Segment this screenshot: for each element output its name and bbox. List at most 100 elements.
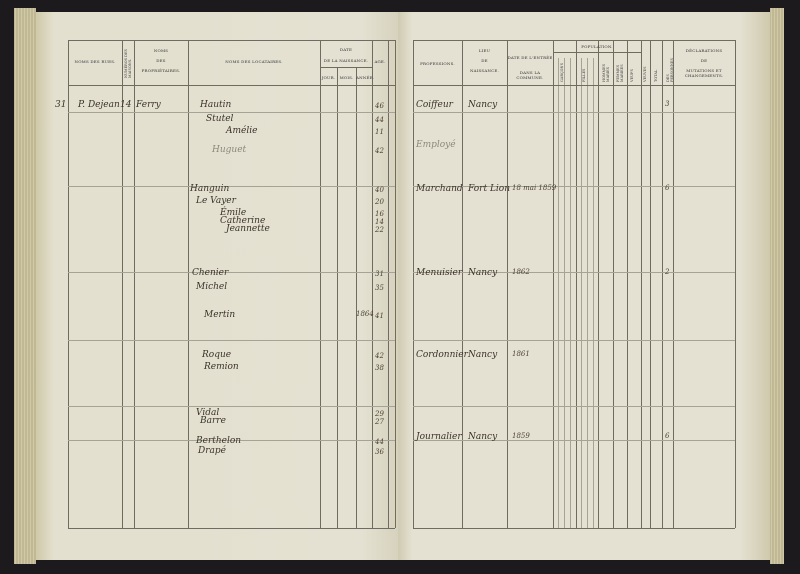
column-rule xyxy=(673,40,674,528)
street-name: P. Dejean xyxy=(78,100,120,110)
column-rule xyxy=(134,40,135,528)
header-professions: Professions. xyxy=(420,61,455,66)
header-year: Année. xyxy=(356,75,375,80)
column-rule xyxy=(613,40,614,528)
header-declarations: Déclarations de mutations et changements… xyxy=(673,48,735,78)
row-rule xyxy=(413,112,735,113)
margin-number: 31 xyxy=(55,100,67,110)
age: 27 xyxy=(375,418,384,426)
header-owners-line2: des xyxy=(156,58,166,63)
header-bottom-rule xyxy=(68,85,395,86)
book-edge-right xyxy=(770,8,784,564)
header-top-rule xyxy=(413,40,735,41)
birthplace: Nancy xyxy=(468,100,498,110)
header-owners-line1: Noms xyxy=(153,48,169,53)
house-number: 14 xyxy=(120,100,132,110)
header-entry-date: Date de l'entrée dans la commune. xyxy=(507,55,553,80)
profession: Coiffeur xyxy=(416,100,453,110)
person-count: 2 xyxy=(665,268,670,276)
column-rule xyxy=(68,40,69,528)
header-declarations-line3: mutations et changements. xyxy=(684,68,724,78)
header-married-men: Hommes mariés xyxy=(602,63,610,82)
page-bottom-rule xyxy=(413,528,735,529)
person-count: 3 xyxy=(665,100,670,108)
age: 44 xyxy=(375,116,384,124)
header-birth-date-sub: de la naissance. xyxy=(323,58,369,63)
row-rule xyxy=(413,340,735,341)
profession: Journalier xyxy=(416,432,462,442)
tenant-name: Mertin xyxy=(204,310,236,320)
column-rule xyxy=(122,40,123,528)
tenant-name: Drapé xyxy=(198,446,226,456)
header-population: Population. xyxy=(581,44,613,49)
header-owners: Noms des propriétaires. xyxy=(134,48,188,73)
column-rule xyxy=(188,40,189,528)
entry-date: 1861 xyxy=(512,350,530,358)
header-top-rule xyxy=(68,40,395,41)
tenant-name: Émile xyxy=(220,208,247,218)
tenant-name: Chenier xyxy=(192,268,229,278)
birthplace: Nancy xyxy=(468,268,498,278)
age: 36 xyxy=(375,448,384,456)
column-rule xyxy=(662,40,663,528)
tenant-name: Berthelon xyxy=(196,436,242,446)
tenant-name: Jeannette xyxy=(226,224,270,234)
column-rule xyxy=(564,58,565,528)
header-total: Total xyxy=(654,69,658,82)
tenant-name: Amélie xyxy=(226,126,258,136)
header-girls: Filles xyxy=(582,68,586,82)
column-rule xyxy=(598,40,599,528)
age: 44 xyxy=(375,438,384,446)
profession: Employé xyxy=(416,140,456,150)
tenant-name: Vidal xyxy=(196,408,220,418)
header-sub-rule xyxy=(553,52,641,53)
age: 35 xyxy=(375,284,384,292)
column-rule xyxy=(413,40,414,528)
age: 16 xyxy=(375,210,384,218)
header-entry-date-line2: dans la commune. xyxy=(516,70,544,80)
column-rule xyxy=(337,67,338,528)
age: 22 xyxy=(375,226,384,234)
age: 14 xyxy=(375,218,384,226)
age: 42 xyxy=(375,352,384,360)
column-rule xyxy=(388,40,389,528)
column-rule xyxy=(641,40,642,528)
header-birth-date: Date xyxy=(339,47,353,52)
header-boys: Garçons xyxy=(560,63,564,82)
tenant-name: Stutel xyxy=(206,114,234,124)
person-count: 6 xyxy=(665,432,670,440)
age: 40 xyxy=(375,186,384,194)
profession: Marchand xyxy=(416,184,463,194)
row-rule xyxy=(413,186,735,187)
tenant-name: Le Vayer xyxy=(196,196,236,206)
header-declarations-line1: Déclarations xyxy=(685,48,723,53)
tenant-name: Huguet xyxy=(212,145,247,155)
tenant-name: Hanguin xyxy=(190,184,230,194)
birthplace: Fort Lion xyxy=(468,184,511,194)
column-rule xyxy=(507,40,508,528)
header-birthplace-line3: naissance. xyxy=(469,68,500,73)
row-rule xyxy=(68,406,395,407)
column-rule xyxy=(395,40,396,528)
book-edge-left xyxy=(14,8,36,564)
age: 31 xyxy=(375,270,384,278)
header-streets: Noms des rues. xyxy=(74,59,116,64)
tenant-name: Catherine xyxy=(220,216,266,226)
column-rule xyxy=(627,40,628,528)
header-owners-line3: propriétaires. xyxy=(141,68,181,73)
birthplace: Nancy xyxy=(468,432,498,442)
header-tenants: Noms des locataires. xyxy=(225,59,283,64)
column-rule xyxy=(587,58,588,528)
column-rule xyxy=(320,40,321,528)
profession: Menuisier xyxy=(416,268,463,278)
entry-date: 1862 xyxy=(512,268,530,276)
profession: Cordonnier xyxy=(416,350,468,360)
row-rule xyxy=(413,406,735,407)
row-rule xyxy=(68,112,395,113)
header-birthplace: Lieu de naissance. xyxy=(462,48,507,73)
header-sub-rule xyxy=(320,67,372,68)
column-rule xyxy=(735,40,736,528)
column-rule xyxy=(570,58,571,528)
column-rule xyxy=(553,40,554,528)
column-rule xyxy=(593,58,594,528)
